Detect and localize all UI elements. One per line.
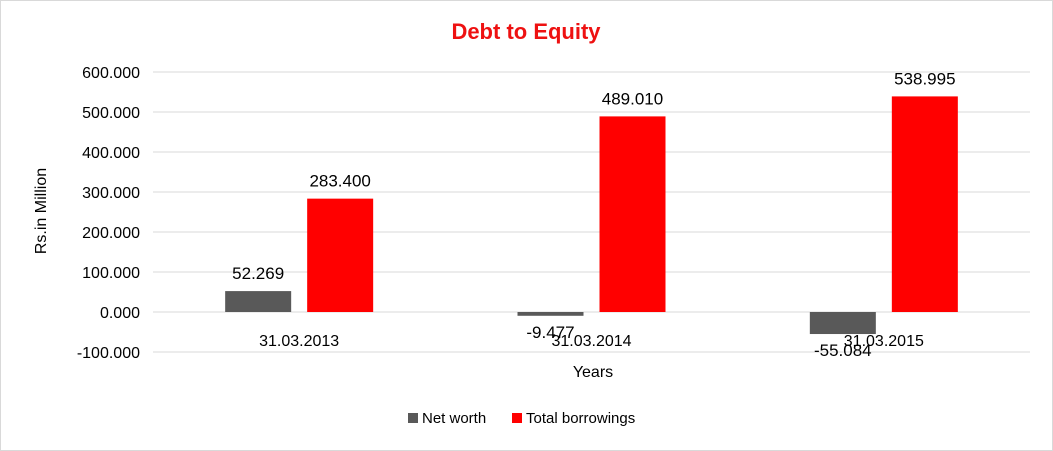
y-axis-label: Rs.in Million	[33, 168, 50, 254]
x-tick-label: 31.03.2013	[259, 333, 339, 350]
x-axis-ticks: 31.03.2013 31.03.2014 31.03.2015	[259, 333, 924, 350]
data-label: 538.995	[894, 69, 955, 88]
x-tick-label: 31.03.2014	[551, 333, 631, 350]
legend: Net worth Total borrowings	[408, 410, 635, 427]
bar-net-worth	[809, 312, 876, 335]
data-label: -9.477	[526, 323, 574, 342]
chart-title: Debt to Equity	[451, 19, 601, 44]
bar-total-borrowings	[891, 96, 958, 312]
y-tick-label: 0.000	[100, 305, 140, 322]
legend-label: Net worth	[422, 410, 486, 427]
gridlines	[153, 71, 1030, 353]
y-tick-label: 300.000	[82, 185, 140, 202]
x-tick-label: 31.03.2015	[844, 333, 924, 350]
data-label: 283.400	[309, 172, 370, 191]
x-axis-label: Years	[573, 364, 613, 381]
bar-total-borrowings	[599, 116, 666, 312]
y-tick-label: 500.000	[82, 105, 140, 122]
y-tick-label: 200.000	[82, 225, 140, 242]
bar-net-worth	[225, 291, 292, 312]
y-tick-label: 100.000	[82, 265, 140, 282]
bar-total-borrowings	[307, 198, 374, 312]
y-axis-ticks: 600.000 500.000 400.000 300.000 200.000 100.0…	[77, 65, 140, 362]
bar-net-worth	[517, 312, 584, 316]
y-tick-label: 600.000	[82, 65, 140, 82]
legend-swatch	[408, 413, 418, 423]
data-label: 489.010	[602, 89, 663, 108]
y-tick-label: 400.000	[82, 145, 140, 162]
bars	[225, 96, 958, 335]
data-label: 52.269	[232, 264, 284, 283]
data-label: -55.084	[814, 341, 872, 360]
legend-swatch	[512, 413, 522, 423]
data-labels: 52.269 283.400 -9.477 489.010 -55.084 538.995	[232, 69, 955, 360]
legend-label: Total borrowings	[526, 410, 635, 427]
y-tick-label: -100.000	[77, 345, 140, 362]
